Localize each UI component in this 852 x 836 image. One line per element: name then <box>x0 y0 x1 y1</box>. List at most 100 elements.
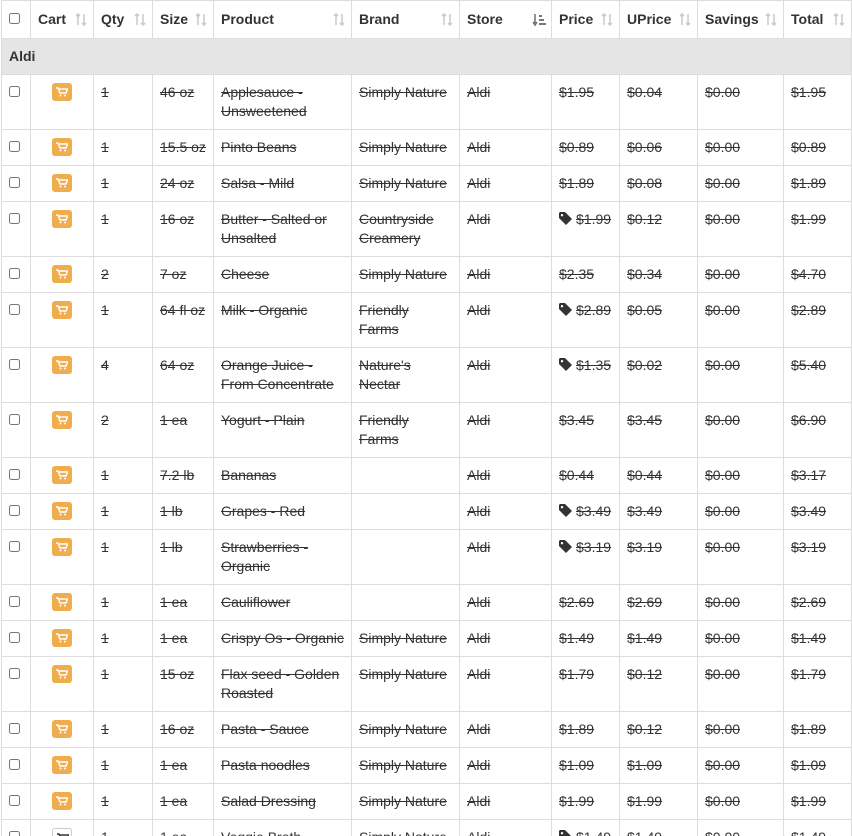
row-checkbox[interactable] <box>9 596 20 607</box>
total: $1.49 <box>791 630 827 646</box>
sort-icon[interactable] <box>678 13 692 27</box>
cart-button[interactable] <box>52 593 72 611</box>
price-text: $1.09 <box>559 757 594 773</box>
cart-button[interactable] <box>52 720 72 738</box>
row-checkbox[interactable] <box>9 177 20 188</box>
store: Aldi <box>467 266 491 282</box>
cart-button[interactable] <box>52 411 72 429</box>
cart-button[interactable] <box>52 629 72 647</box>
cart-button[interactable] <box>52 210 72 228</box>
select-cell <box>1 256 31 293</box>
store-text: Aldi <box>467 266 490 282</box>
select-cell <box>1 493 31 530</box>
cart-cell <box>30 201 94 257</box>
column-header[interactable]: Cart <box>30 0 94 39</box>
price-cell: $1.89 <box>551 711 620 748</box>
unit-price-cell: $0.04 <box>619 74 698 130</box>
size-text: 16 oz <box>160 721 194 737</box>
qty: 1 <box>101 211 109 227</box>
column-header[interactable]: Brand <box>351 0 460 39</box>
cart-button[interactable] <box>52 665 72 683</box>
row-checkbox[interactable] <box>9 213 20 224</box>
store: Aldi <box>467 630 491 646</box>
cart-button[interactable] <box>52 792 72 810</box>
brand-cell: Simply Nature <box>351 620 460 657</box>
sort-icon[interactable] <box>332 13 346 27</box>
row-checkbox[interactable] <box>9 795 20 806</box>
product-cell: Pasta noodles <box>213 747 352 784</box>
qty-text: 1 <box>101 175 109 191</box>
cart-button[interactable] <box>52 466 72 484</box>
column-header[interactable]: Size <box>152 0 214 39</box>
savings-cell: $0.00 <box>697 457 784 494</box>
column-header[interactable]: UPrice <box>619 0 698 39</box>
column-header[interactable]: Store <box>459 0 552 39</box>
price: $3.45 <box>559 412 595 428</box>
cart-button[interactable] <box>52 538 72 556</box>
cart-button[interactable] <box>52 265 72 283</box>
sort-icon[interactable] <box>532 13 546 27</box>
total-cell: $4.70 <box>783 256 852 293</box>
cart-button[interactable] <box>52 301 72 319</box>
cart-button[interactable] <box>52 756 72 774</box>
brand: Nature's Nectar <box>359 357 411 392</box>
cart-button[interactable] <box>52 174 72 192</box>
total-text: $3.19 <box>791 539 826 555</box>
sort-icon[interactable] <box>764 13 778 27</box>
sort-icon[interactable] <box>440 13 454 27</box>
qty-cell: 1 <box>93 292 153 348</box>
sort-icon[interactable] <box>133 13 147 27</box>
select-cell <box>1 457 31 494</box>
savings-cell: $0.00 <box>697 783 784 820</box>
row-checkbox[interactable] <box>9 505 20 516</box>
row-checkbox[interactable] <box>9 469 20 480</box>
row-checkbox[interactable] <box>9 759 20 770</box>
cart-button[interactable] <box>52 138 72 156</box>
price-cell: $1.49 <box>551 620 620 657</box>
cart-button[interactable] <box>52 356 72 374</box>
column-header[interactable]: Total <box>783 0 852 39</box>
row-checkbox[interactable] <box>9 831 20 836</box>
store-cell: Aldi <box>459 165 552 202</box>
row-checkbox[interactable] <box>9 141 20 152</box>
sort-icon[interactable] <box>74 13 88 27</box>
row-checkbox[interactable] <box>9 414 20 425</box>
column-header[interactable]: Price <box>551 0 620 39</box>
select-all-checkbox[interactable] <box>9 13 20 24</box>
total: $2.69 <box>791 594 827 610</box>
sort-icon[interactable] <box>194 13 208 27</box>
product-cell: Yogurt - Plain <box>213 402 352 458</box>
cart-cell <box>30 74 94 130</box>
row-checkbox[interactable] <box>9 86 20 97</box>
qty-cell: 1 <box>93 819 153 836</box>
sort-icon[interactable] <box>832 13 846 27</box>
column-title: Product <box>221 11 274 27</box>
cart-button[interactable] <box>52 828 72 836</box>
column-header[interactable]: Qty <box>93 0 153 39</box>
row-checkbox[interactable] <box>9 541 20 552</box>
cart-button[interactable] <box>52 83 72 101</box>
total-text: $4.70 <box>791 266 826 282</box>
product: Milk - Organic <box>221 302 308 318</box>
row-checkbox[interactable] <box>9 304 20 315</box>
column-header[interactable]: Savings <box>697 0 784 39</box>
sort-icon[interactable] <box>600 13 614 27</box>
cart-button[interactable] <box>52 502 72 520</box>
price: $1.35 <box>576 357 612 373</box>
row-checkbox[interactable] <box>9 268 20 279</box>
store: Aldi <box>467 539 491 555</box>
savings-cell: $0.00 <box>697 711 784 748</box>
column-title: Brand <box>359 11 400 27</box>
product-text: Orange Juice - From Concentrate <box>221 357 334 392</box>
row-checkbox[interactable] <box>9 632 20 643</box>
product: Strawberries - Organic <box>221 539 309 574</box>
row-checkbox[interactable] <box>9 668 20 679</box>
item-row: 1 1 ea Salad Dressing Simply Nature Aldi $1.9… <box>1 783 852 820</box>
row-checkbox[interactable] <box>9 723 20 734</box>
row-checkbox[interactable] <box>9 359 20 370</box>
qty: 2 <box>101 266 109 282</box>
store-cell: Aldi <box>459 292 552 348</box>
size: 64 oz <box>160 357 195 373</box>
column-header[interactable]: Product <box>213 0 352 39</box>
qty: 1 <box>101 757 109 773</box>
